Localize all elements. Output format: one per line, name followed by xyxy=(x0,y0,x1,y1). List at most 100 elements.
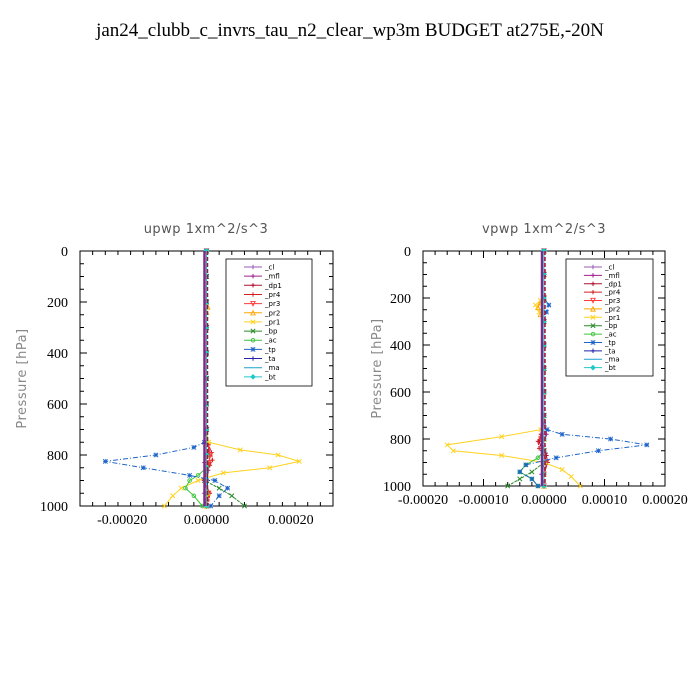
data-point xyxy=(275,452,281,458)
data-point xyxy=(517,476,523,482)
legend-marker xyxy=(250,283,256,288)
legend-label: _pr1 xyxy=(264,318,280,326)
legend-marker xyxy=(250,319,256,325)
data-point xyxy=(559,431,565,437)
legend-marker xyxy=(590,348,596,354)
data-point xyxy=(553,455,559,461)
data-point xyxy=(187,472,193,478)
legend-label: _bt xyxy=(604,364,616,372)
y-tick-label: 200 xyxy=(390,292,411,307)
legend-label: _tp xyxy=(264,346,276,354)
data-point xyxy=(187,478,192,483)
legend-marker xyxy=(250,300,256,307)
series-tp xyxy=(102,248,231,509)
y-axis-label: Pressure [hPa] xyxy=(370,318,385,418)
y-tick-label: 800 xyxy=(390,433,411,448)
data-point xyxy=(595,448,601,454)
data-point xyxy=(241,503,248,509)
page-title: jan24_clubb_c_invrs_tau_n2_clear_wp3m BU… xyxy=(96,20,604,41)
data-point xyxy=(529,469,535,475)
legend: _cl_mfl_dp1_pr4_pr3_pr2_pr1_bp_ac_tp_ta_… xyxy=(565,258,654,377)
legend-marker xyxy=(590,331,596,337)
legend-marker xyxy=(590,264,596,270)
legend-marker xyxy=(590,314,596,320)
data-point xyxy=(517,469,523,475)
data-point xyxy=(140,465,146,471)
data-point xyxy=(216,485,222,491)
legend-label: _mfl xyxy=(604,272,620,280)
data-point xyxy=(535,439,541,444)
legend-label: _pr3 xyxy=(604,297,620,305)
legend-label: _bp xyxy=(604,322,618,330)
legend-label: _ma xyxy=(604,356,620,364)
y-tick-label: 200 xyxy=(47,296,68,311)
legend-marker xyxy=(250,273,256,279)
data-point xyxy=(529,476,535,482)
legend-label: _pr1 xyxy=(604,314,620,322)
legend-label: _ac xyxy=(604,331,617,339)
series-bp xyxy=(505,248,547,489)
legend-label: _cl xyxy=(264,264,274,272)
legend-label: _ta xyxy=(604,347,616,355)
data-point xyxy=(544,427,550,433)
data-point xyxy=(450,448,456,454)
data-point xyxy=(178,485,184,491)
y-tick-label: 0 xyxy=(404,245,411,260)
data-point xyxy=(296,458,302,464)
data-point xyxy=(183,485,188,491)
y-tick-label: 0 xyxy=(61,245,68,260)
series-line xyxy=(507,251,545,487)
y-tick-label: 400 xyxy=(47,347,68,362)
data-point xyxy=(577,483,583,489)
data-point xyxy=(237,447,243,453)
data-point xyxy=(191,493,197,499)
chart-subtitle: vpwp 1xm^2/s^3 xyxy=(482,222,606,237)
legend-label: _pr2 xyxy=(604,305,620,313)
data-point xyxy=(499,434,505,440)
data-point xyxy=(170,493,176,499)
chart-panel-1: upwp 1xm^2/s^3 Pressure [hPa] 0 200 400 600 80… xyxy=(15,222,334,528)
legend-marker xyxy=(590,323,596,329)
x-tick-label: 0.00020 xyxy=(642,493,688,508)
legend-marker xyxy=(590,289,596,295)
data-point xyxy=(608,436,614,442)
legend-marker xyxy=(250,346,256,352)
legend-label: _bt xyxy=(264,373,276,381)
data-point xyxy=(195,477,201,484)
legend-marker xyxy=(590,364,596,371)
data-point xyxy=(225,485,231,491)
legend-label: _pr3 xyxy=(264,300,280,308)
data-point xyxy=(208,503,214,509)
data-point xyxy=(535,455,541,461)
data-point xyxy=(546,302,552,308)
legend-box xyxy=(565,258,654,377)
legend-marker xyxy=(250,264,256,270)
y-tick-label: 1000 xyxy=(383,480,411,495)
legend-label: _dp1 xyxy=(604,280,622,288)
y-tick-label: 400 xyxy=(390,339,411,354)
chart-subtitle: upwp 1xm^2/s^3 xyxy=(144,222,269,237)
legend-label: _pr4 xyxy=(264,291,281,299)
data-point xyxy=(568,474,574,480)
legend-marker xyxy=(250,356,256,361)
chart-panel-2: vpwp 1xm^2/s^3 Pressure [hPa] 0 200 400 600 80… xyxy=(370,222,688,508)
legend-label: _mfl xyxy=(264,273,280,281)
data-point xyxy=(505,483,511,489)
data-point xyxy=(536,309,542,315)
data-point xyxy=(536,446,542,451)
data-point xyxy=(535,483,541,489)
data-point xyxy=(532,302,539,308)
data-point xyxy=(161,503,167,509)
legend-marker xyxy=(590,297,596,304)
legend-label: _tp xyxy=(604,339,616,347)
data-point xyxy=(212,477,218,484)
legend-marker xyxy=(590,273,596,278)
legend-label: _ac xyxy=(264,337,277,345)
legend-label: _cl xyxy=(604,264,614,272)
legend-marker xyxy=(250,309,256,316)
legend-marker xyxy=(590,281,596,286)
data-point xyxy=(559,466,565,473)
series-line xyxy=(446,251,581,487)
legend-label: _ta xyxy=(264,355,276,363)
